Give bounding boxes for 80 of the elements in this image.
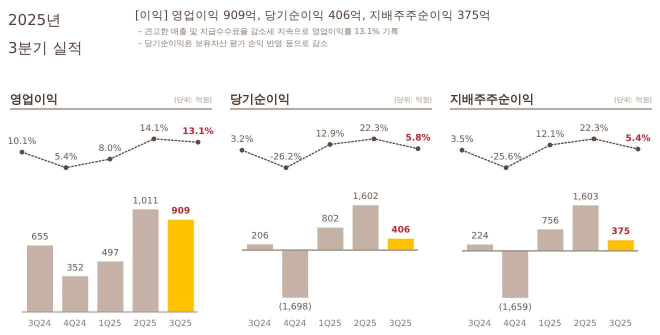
bar	[317, 228, 344, 250]
x-tick-label: 3Q24	[248, 319, 272, 330]
x-tick-label: 1Q25	[98, 319, 122, 330]
point	[64, 165, 68, 170]
data-label: 1,602	[352, 192, 378, 202]
chart-title: 영업이익	[10, 91, 58, 108]
data-label: 3.2%	[230, 135, 254, 146]
data-label: -25.6%	[490, 152, 522, 163]
bar	[608, 240, 634, 251]
bar	[537, 229, 564, 251]
data-label: 5.8%	[406, 134, 430, 144]
data-label: 1,603	[572, 192, 598, 202]
point	[592, 136, 596, 142]
data-label: 909	[171, 206, 190, 217]
point	[108, 156, 112, 162]
bar	[62, 276, 88, 312]
bar	[282, 250, 308, 298]
data-label: 352	[66, 263, 84, 274]
data-label: 5.4%	[54, 152, 78, 163]
text: – 견고한 매출 및 지급수수료율 감소세 지속으로 영업이익률 13.1% 기록	[138, 26, 398, 37]
data-label: 14.1%	[140, 124, 169, 134]
point	[636, 146, 640, 152]
point	[504, 165, 508, 170]
point	[416, 146, 420, 152]
bar	[352, 205, 379, 250]
data-label: 756	[542, 216, 560, 226]
point	[20, 150, 24, 155]
data-label: 12.9%	[316, 129, 345, 140]
data-label: 206	[251, 231, 269, 242]
data-label: 3.5%	[450, 135, 474, 146]
text: [이익] 영업이익 909억, 당기순이익 406억, 지배주주순이익 375억	[135, 8, 492, 23]
data-label: 497	[102, 248, 119, 259]
point	[240, 148, 244, 153]
data-label: 655	[31, 232, 49, 243]
data-label: 406	[391, 226, 410, 236]
x-tick-label: 4Q24	[283, 319, 306, 330]
x-tick-label: 3Q24	[468, 319, 492, 330]
bar	[502, 250, 528, 298]
data-label: 12.1%	[536, 130, 565, 140]
data-label: 224	[471, 231, 489, 242]
data-label: 13.1%	[182, 127, 214, 138]
bar	[388, 238, 414, 250]
x-tick-label: 1Q25	[538, 319, 562, 330]
data-label: 22.3%	[360, 124, 389, 134]
data-label: 10.1%	[8, 137, 37, 148]
point	[328, 142, 332, 147]
text: – 당기순이익은 보유자산 평가 손익 반영 등으로 감소	[138, 38, 328, 49]
data-label: (1,698)	[278, 302, 312, 313]
chart-title: 당기순이익	[230, 91, 290, 108]
bar	[132, 209, 159, 312]
chart-title: 지배주주순이익	[450, 91, 534, 108]
point	[196, 140, 200, 145]
data-label: 1,011	[132, 196, 158, 206]
point	[548, 142, 552, 148]
data-label: 22.3%	[580, 124, 609, 134]
bar	[97, 262, 124, 312]
x-tick-label: 3Q25	[608, 319, 632, 330]
x-tick-label: 2Q25	[574, 319, 597, 330]
point	[152, 136, 156, 142]
x-tick-label: 2Q25	[354, 319, 377, 330]
point	[284, 165, 288, 170]
data-label: 5.4%	[626, 134, 650, 144]
bar	[572, 205, 599, 251]
data-label: 375	[611, 227, 630, 238]
bar	[27, 246, 53, 312]
data-label: -26.2%	[270, 152, 302, 163]
x-tick-label: 1Q25	[318, 319, 342, 330]
x-tick-label: 4Q24	[503, 319, 526, 330]
x-tick-label: 4Q24	[63, 319, 86, 330]
x-tick-label: 2Q25	[134, 319, 157, 330]
x-tick-label: 3Q24	[28, 319, 52, 330]
data-label: (1,659)	[498, 302, 532, 313]
data-label: 802	[322, 214, 339, 225]
data-label: 8.0%	[98, 144, 122, 154]
point	[460, 148, 464, 153]
point	[372, 136, 376, 142]
bar	[168, 220, 194, 312]
text: 2025년 3분기 실적	[8, 10, 82, 59]
x-tick-label: 3Q25	[168, 319, 192, 330]
x-tick-label: 3Q25	[388, 319, 412, 330]
